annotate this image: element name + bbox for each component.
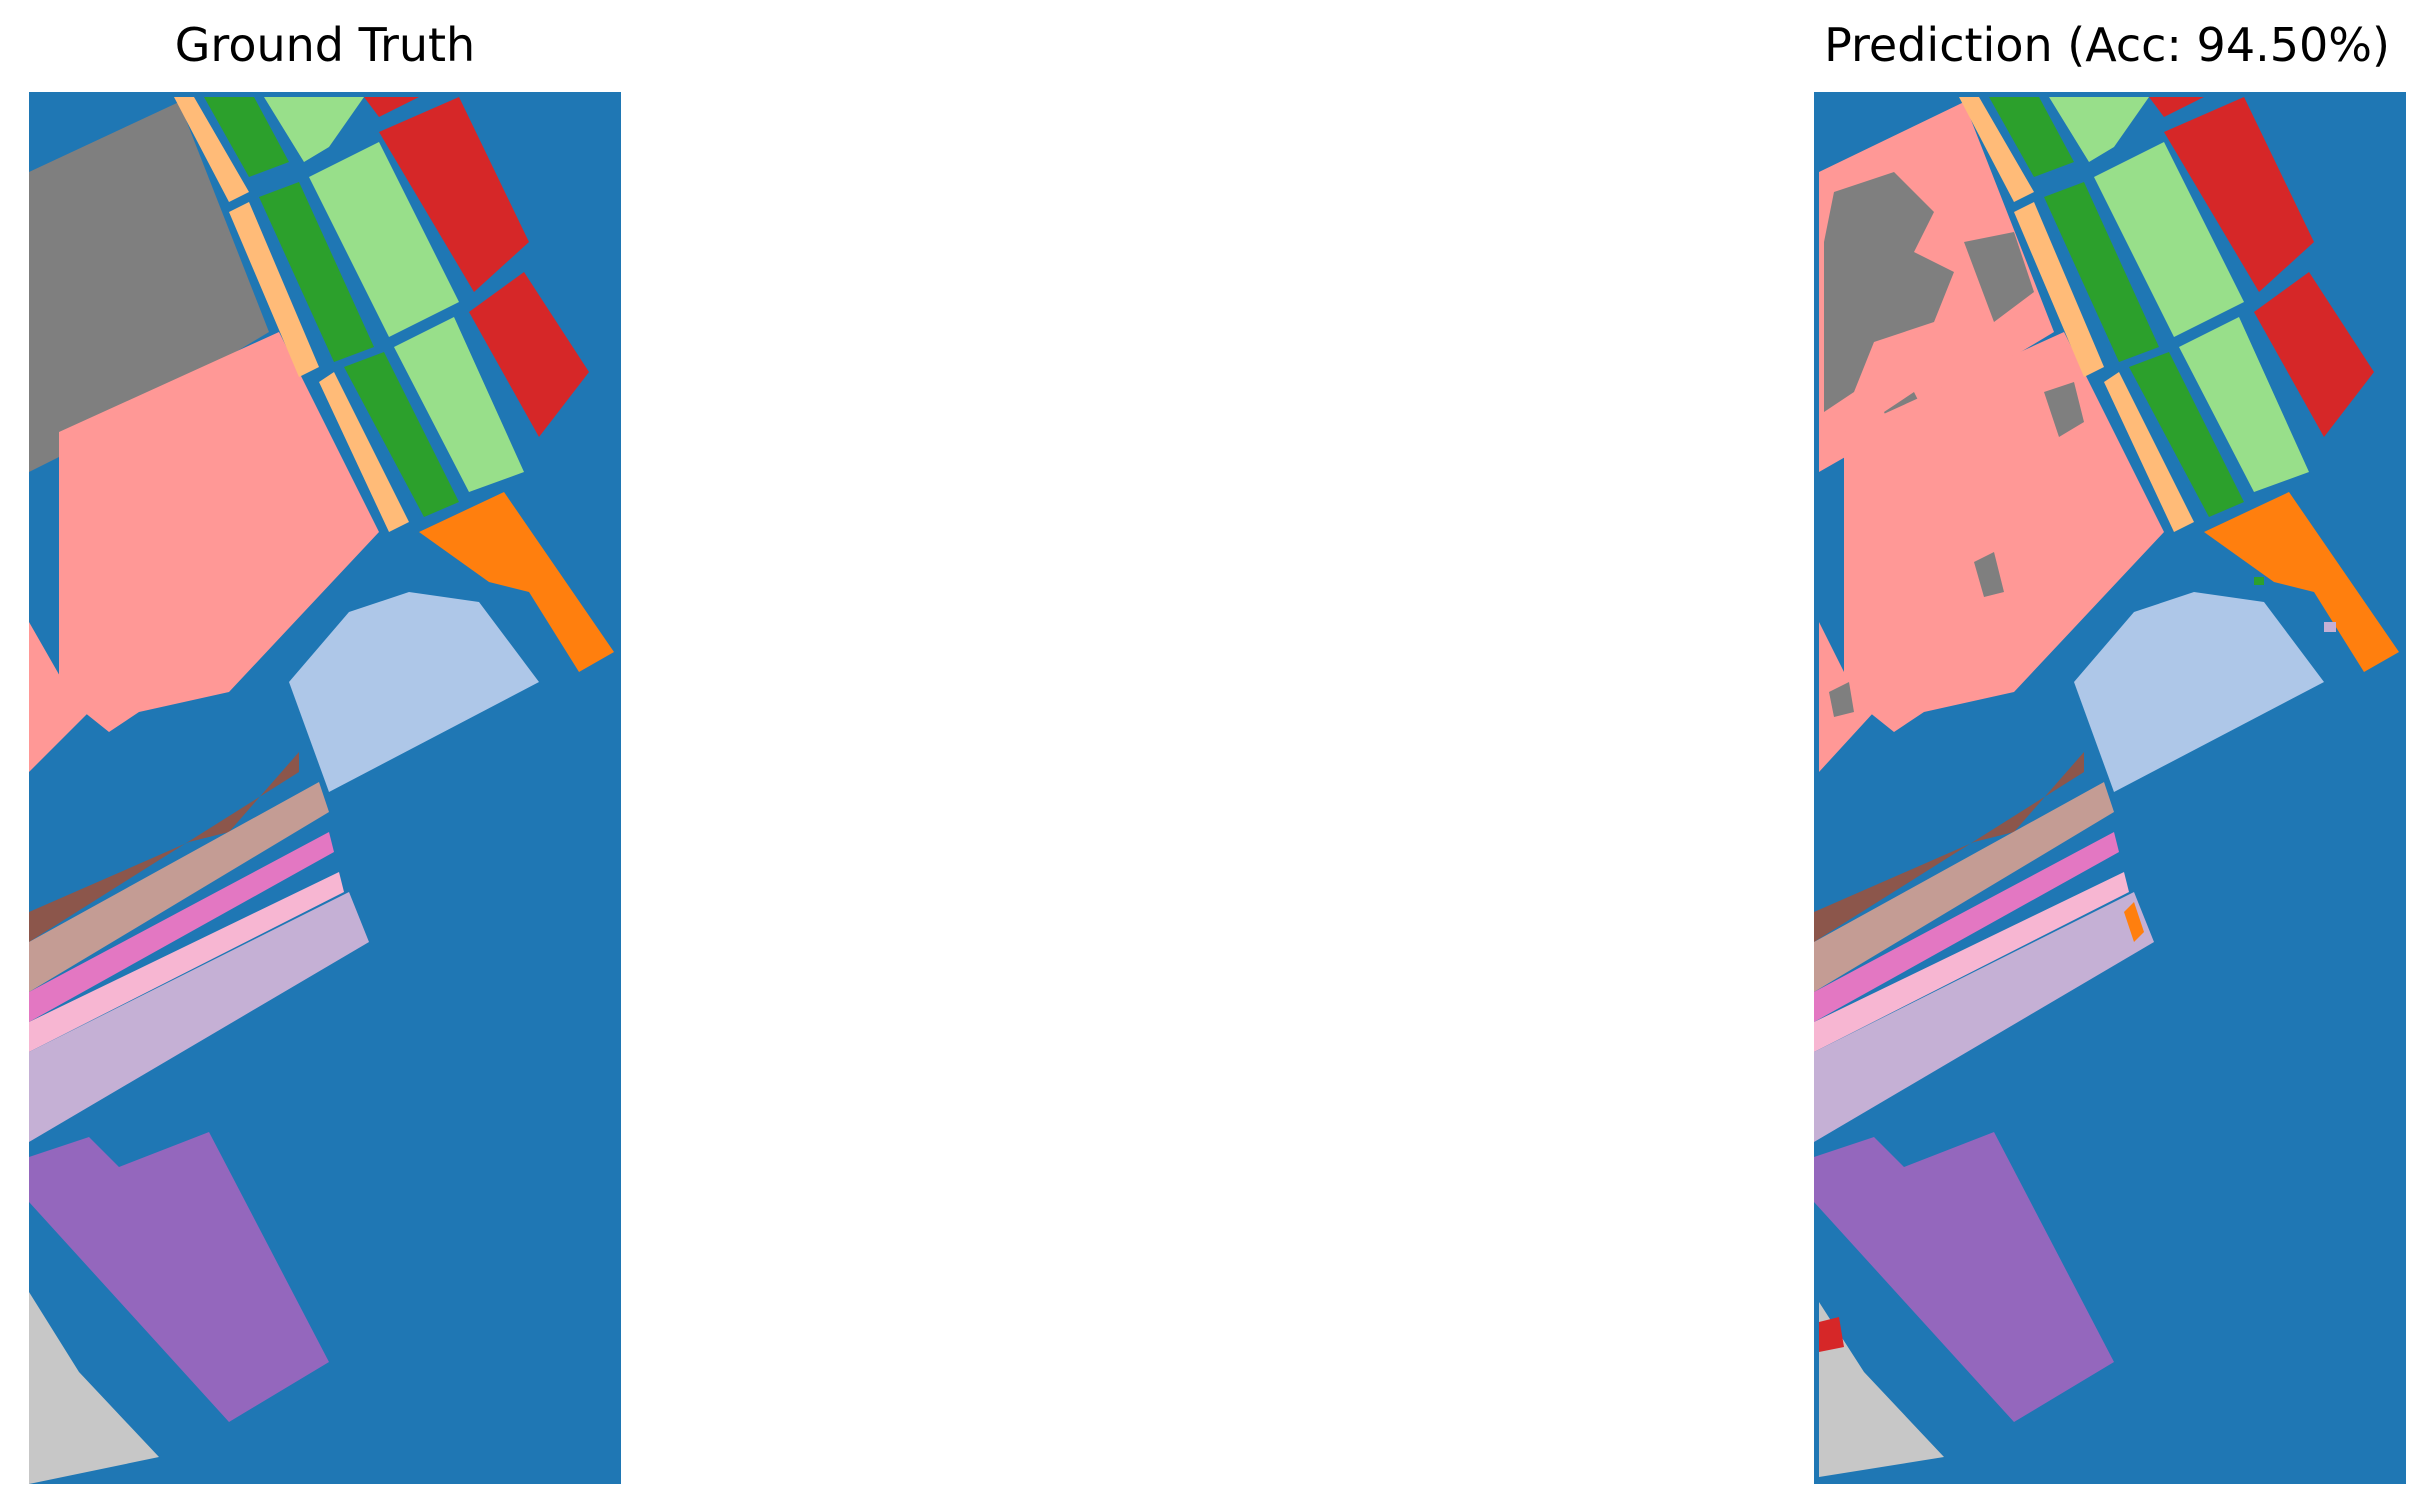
pred-strip-lightgreen-mid (2094, 142, 2244, 337)
pred-noise-gray-main (1974, 382, 2084, 597)
pred-noise-red-silver (1819, 1317, 1844, 1352)
pred-strip-lavender (1814, 892, 2154, 1142)
gt-strip-orange-upper (174, 97, 249, 202)
pred-strip-orange-low (2104, 372, 2194, 532)
gt-strip-orange-mid (229, 202, 319, 377)
pred-strip-brown (1814, 752, 2084, 942)
gt-strip-green-upper (204, 97, 289, 177)
gt-region-lightblue (289, 592, 539, 792)
gt-strip-lightgreen-upper (264, 97, 364, 162)
prediction-map (1814, 92, 2406, 1484)
gt-strip-pink-pale (29, 872, 344, 1052)
pred-noise-orange-strip (2124, 902, 2144, 942)
gt-region-red-top (364, 97, 419, 117)
pred-strip-tan (1814, 782, 2114, 992)
pred-strip-green-upper (1989, 97, 2074, 177)
gt-region-gray (29, 102, 269, 472)
pred-region-orange (2204, 492, 2399, 672)
gt-strip-orange-low (319, 372, 409, 532)
pred-strip-pink-pale (1814, 872, 2129, 1052)
ground-truth-title: Ground Truth (174, 18, 476, 72)
pred-noise-gray (1824, 172, 2034, 452)
prediction-title: Prediction (Acc: 94.50%) (1824, 18, 2390, 72)
pred-strip-pink (1814, 832, 2119, 1022)
pred-strip-lightgreen-low (2179, 317, 2309, 492)
pred-region-purple (1814, 1132, 2114, 1422)
pred-strip-lightgreen-upper (2049, 97, 2149, 162)
gt-strip-brown (29, 752, 299, 942)
ground-truth-image (29, 92, 621, 1484)
gt-strip-lavender (29, 892, 369, 1142)
pred-noise-lavender-orange (2324, 622, 2336, 632)
gt-strip-tan (29, 782, 329, 992)
pred-strip-green-low (2129, 352, 2244, 517)
gt-region-silver (29, 1292, 159, 1484)
pred-region-red-upper (2164, 97, 2314, 292)
gt-region-red-upper (379, 97, 529, 292)
gt-strip-green-low (344, 352, 459, 517)
pred-region-red-top (2149, 97, 2204, 117)
gt-region-pink-left (29, 622, 89, 772)
pred-strip-green-mid (2044, 182, 2159, 362)
gt-region-pink-main (59, 332, 379, 732)
pred-region-silver (1819, 1302, 1944, 1477)
gt-region-purple (29, 1132, 329, 1422)
gt-strip-green-mid (259, 182, 374, 362)
prediction-image (1814, 92, 2406, 1484)
pred-region-red-lower (2254, 272, 2374, 437)
gt-region-red-lower (469, 272, 589, 437)
gt-region-orange (419, 492, 614, 672)
pred-region-lightblue (2074, 592, 2324, 792)
gt-strip-pink (29, 832, 334, 1022)
pred-strip-orange-upper (1959, 97, 2034, 202)
pred-region-pink-main (1844, 332, 2164, 732)
ground-truth-map (29, 92, 621, 1484)
gt-strip-lightgreen-low (394, 317, 524, 492)
pred-noise-gray-left (1829, 682, 1854, 717)
gt-strip-lightgreen-mid (309, 142, 459, 337)
pred-noise-green-orange (2254, 577, 2264, 585)
pred-strip-orange-mid (2014, 202, 2104, 377)
